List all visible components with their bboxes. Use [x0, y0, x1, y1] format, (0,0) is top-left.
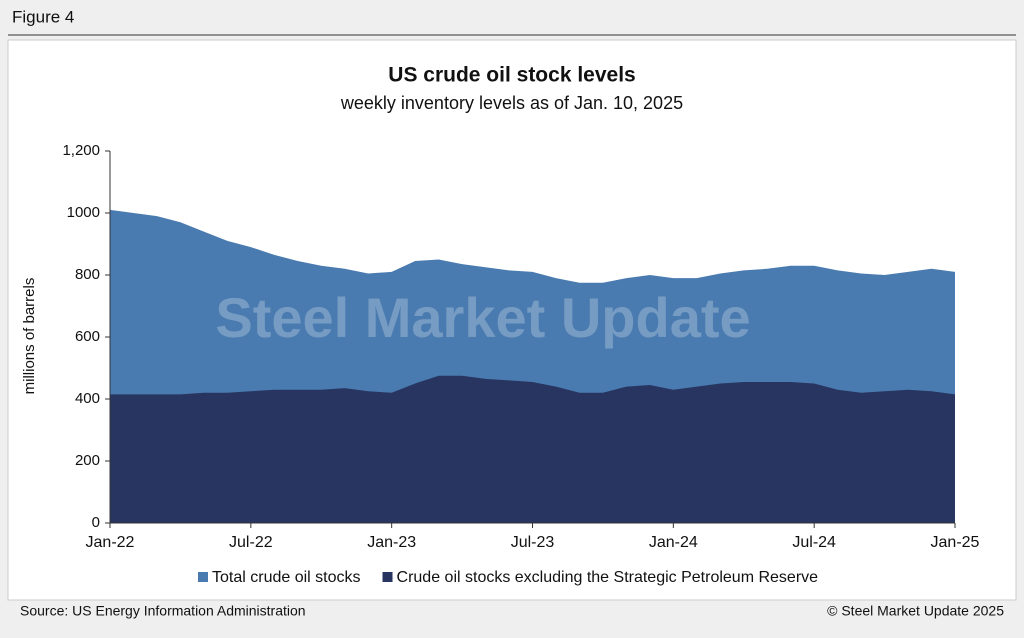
chart-subtitle: weekly inventory levels as of Jan. 10, 2… — [340, 93, 683, 113]
y-tick-label: 1000 — [67, 204, 100, 221]
y-tick-label: 200 — [75, 452, 100, 469]
figure-label: Figure 4 — [12, 7, 74, 26]
y-tick-label: 1,200 — [62, 142, 100, 159]
x-tick-label: Jul-22 — [229, 534, 273, 551]
legend-swatch — [198, 572, 208, 582]
source: Source: US Energy Information Administra… — [20, 603, 306, 619]
y-tick-label: 0 — [92, 514, 100, 531]
y-tick-label: 600 — [75, 328, 100, 345]
x-tick-label: Jul-24 — [792, 534, 836, 551]
legend-label: Crude oil stocks excluding the Strategic… — [397, 569, 819, 586]
x-tick-label: Jan-24 — [649, 534, 698, 551]
legend-label: Total crude oil stocks — [212, 569, 361, 586]
x-tick-label: Jul-23 — [511, 534, 555, 551]
x-tick-label: Jan-22 — [86, 534, 135, 551]
copyright: © Steel Market Update 2025 — [827, 603, 1004, 619]
chart-title: US crude oil stock levels — [388, 64, 635, 87]
y-axis-label: millions of barrels — [21, 278, 38, 395]
y-tick-label: 400 — [75, 390, 100, 407]
y-tick-label: 800 — [75, 266, 100, 283]
area — [110, 375, 955, 523]
plot: 0 200 400 600 800 1000 1,200 Jan-22 Jul-22 Jan-23… — [62, 142, 979, 586]
x-tick-label: Jan-25 — [931, 534, 980, 551]
watermark: Steel Market Update — [215, 286, 750, 349]
x-tick-label: Jan-23 — [367, 534, 416, 551]
legend-swatch — [382, 572, 393, 582]
